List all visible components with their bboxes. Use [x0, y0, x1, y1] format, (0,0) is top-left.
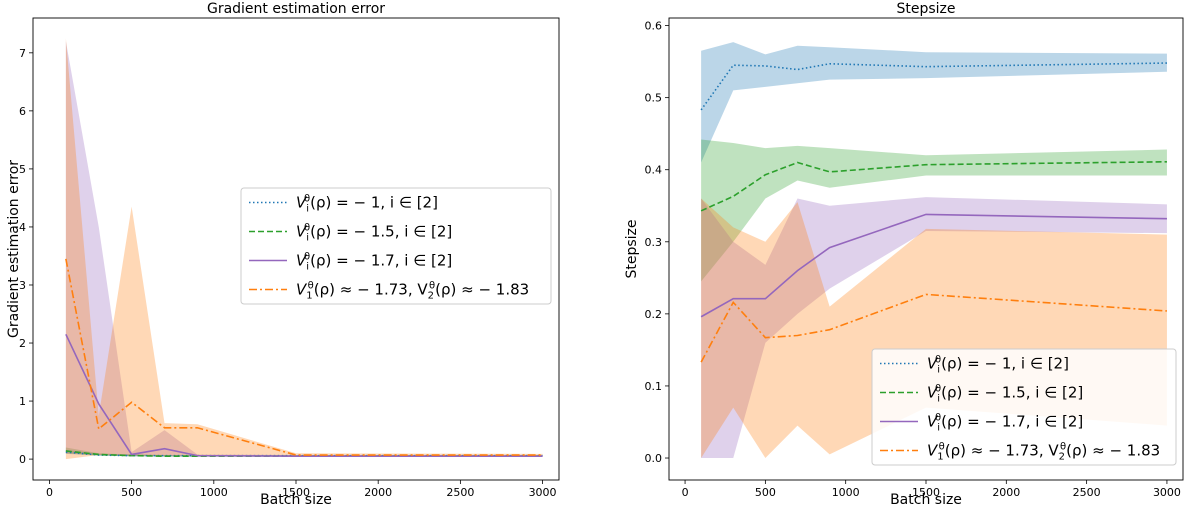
y-tick-label: 0.4 [645, 164, 663, 177]
x-tick-label: 2500 [446, 486, 474, 499]
legend-entry-1: Viθ(ρ) = − 1, i ∈ [2] [927, 355, 1069, 376]
chart-title: Gradient estimation error [207, 1, 385, 17]
y-tick-label: 4 [19, 221, 26, 234]
x-axis-label: Batch size [890, 492, 962, 508]
y-tick-label: 5 [19, 163, 26, 176]
y-tick-label: 2 [19, 337, 26, 350]
y-tick-label: 0.3 [645, 236, 663, 249]
line-series-1 [700, 62, 1167, 111]
y-tick-label: 0 [19, 453, 26, 466]
x-tick-label: 1500 [282, 486, 310, 499]
y-tick-label: 6 [19, 105, 26, 118]
legend-entry-2: Viθ(ρ) = − 1.5, i ∈ [2] [296, 223, 452, 244]
panel-2: 0 500 1000 1500 2000 2500 3000 0.0 0.1 0.2 0.3 0.4 0… [624, 1, 1184, 508]
y-tick-label: 3 [19, 279, 26, 292]
x-tick-label: 3000 [1153, 486, 1181, 499]
x-tick-label: 500 [121, 486, 142, 499]
y-axis-label: Gradient estimation error [6, 160, 22, 338]
legend-entry-4: V1θ(ρ) ≈ − 1.73, V2θ(ρ) ≈ − 1.83 [296, 281, 529, 302]
y-axis-label: Stepsize [624, 219, 640, 278]
line-series-4 [700, 293, 1167, 363]
x-tick-label: 1000 [200, 486, 228, 499]
line-series-4 [65, 258, 543, 456]
legend-entry-2: Viθ(ρ) = − 1.5, i ∈ [2] [927, 384, 1083, 405]
x-tick-label: 0 [46, 486, 53, 499]
y-tick-label: 0.5 [645, 92, 663, 105]
x-tick-label: 2500 [1073, 486, 1101, 499]
legend: Viθ(ρ) = − 1, i ∈ [2] Viθ(ρ) = − 1.5, i ∈… [871, 348, 1177, 466]
x-tick-label: 3000 [529, 486, 557, 499]
legend-entry-4: V1θ(ρ) ≈ − 1.73, V2θ(ρ) ≈ − 1.83 [927, 442, 1160, 463]
chart-title: Stepsize [896, 1, 955, 17]
line-series-3 [65, 333, 543, 458]
y-tick-label: 7 [19, 47, 26, 60]
y-tick-label: 0.2 [645, 308, 663, 321]
line-series-1 [65, 451, 543, 457]
band-series-2 [701, 139, 1167, 282]
x-tick-label: 1000 [832, 486, 860, 499]
legend-entry-3: Viθ(ρ) = − 1.7, i ∈ [2] [296, 252, 452, 273]
band-series-1 [701, 42, 1167, 163]
line-series-3 [700, 213, 1167, 318]
legend-box [240, 187, 552, 305]
legend-box [871, 348, 1177, 466]
x-tick-label: 2000 [992, 486, 1020, 499]
x-tick-label: 500 [755, 486, 776, 499]
line-series-2 [700, 160, 1167, 212]
legend-entry-1: Viθ(ρ) = − 1, i ∈ [2] [296, 194, 438, 215]
y-tick-label: 0.6 [645, 20, 663, 33]
panel-1: 0 500 1000 1500 2000 2500 3000 0 1 2 3 4 5 6 7 Gradient… [6, 1, 560, 508]
legend: Viθ(ρ) = − 1, i ∈ [2] Viθ(ρ) = − 1.5, i ∈… [240, 187, 552, 305]
legend-entry-3: Viθ(ρ) = − 1.7, i ∈ [2] [927, 413, 1083, 434]
band-series-3 [65, 41, 543, 457]
x-tick-label: 2000 [364, 486, 392, 499]
x-tick-label: 1500 [912, 486, 940, 499]
y-tick-label: 1 [19, 395, 26, 408]
y-tick-label: 0.0 [645, 452, 663, 465]
x-tick-label: 0 [682, 486, 689, 499]
y-tick-label: 0.1 [645, 380, 663, 393]
x-axis-label: Batch size [260, 492, 332, 508]
band-series-3 [701, 197, 1167, 459]
